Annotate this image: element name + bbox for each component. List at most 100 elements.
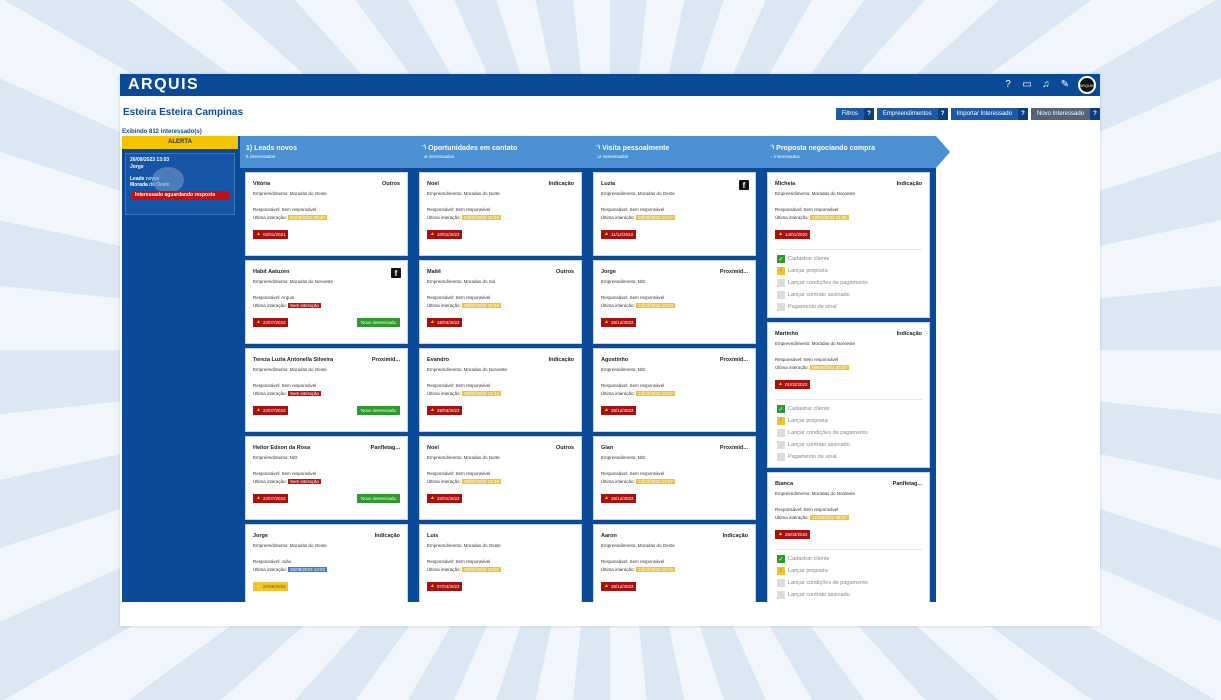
lead-card[interactable]: Habit Aatuzen f Empreendimento: Moradas do… [245,260,408,344]
help-icon[interactable]: ? [1017,108,1028,120]
lead-empreendimento: Empreendimento: Moradas do Oeste [253,367,327,372]
column-title: 4) Proposta negociando compra [768,145,875,152]
task-checkbox[interactable]: ✓ [777,255,785,263]
lead-responsavel: Responsável: Sem responsável [601,295,665,300]
lead-name: Tereza Luzia Antonella Silveira [253,357,334,363]
lead-empreendimento: Empreendimento: Moradas do Noroeste [775,191,856,196]
last-interaction: Última interação: Sem interação [253,391,322,396]
warning-icon: ▲ [256,231,261,237]
task-checkbox[interactable] [777,279,785,287]
lead-empreendimento: Empreendimento: N/D [253,455,298,460]
due-date-badge: ▲ 22/07/2023 [253,494,289,503]
avatar[interactable]: ARQUIS [1078,76,1096,94]
warning-icon: ▲ [430,407,435,413]
kanban-column: 3) Visita pessoalmente 132 interessados Lu… [588,136,776,602]
due-date-badge: ▲ 10/01/2022 [427,230,463,239]
lead-card[interactable]: Gian Proximid... Empreendimento: N/D Respon… [593,436,756,520]
lead-card[interactable]: Agostinho Proximid... Empreendimento: N/D R… [593,348,756,432]
task-checkbox[interactable] [777,453,785,461]
lead-source: Proximid... [719,445,748,451]
lead-card[interactable]: Aaron Indicação Empreendimento: Moradas do… [593,524,756,602]
novo-interessado-button[interactable]: Novo Interessado ? [1030,108,1100,120]
column-header[interactable]: 3) Visita pessoalmente 132 interessados [588,136,776,168]
warning-icon: ▲ [778,231,783,237]
divider [775,249,922,250]
lead-empreendimento: Empreendimento: Moradas do Norte [427,191,500,196]
lead-card[interactable]: Martinho Indicação Empreendimento: Moradas… [767,322,930,468]
task-item[interactable]: ✓ Cadastrar cliente [777,403,868,415]
task-checkbox[interactable] [777,291,785,299]
task-item[interactable]: ✓ Cadastrar cliente [777,253,868,265]
task-checkbox[interactable]: ! [777,567,785,575]
task-checkbox[interactable] [777,591,785,599]
help-icon[interactable]: ? [863,108,874,120]
task-checkbox[interactable]: ! [777,417,785,425]
help-icon[interactable]: ? [1090,108,1100,120]
alert-card[interactable]: 26/09/2023 13:03 Jorge Leads novos Morad… [125,153,235,215]
lead-responsavel: Responsável: Sem responsável [427,383,491,388]
lead-card[interactable]: Luzia f Empreendimento: Moradas do Oeste Re… [593,172,756,256]
top-bar: ARQUIS ? ▭ ♫ ✎ ARQUIS [120,74,1100,96]
task-item[interactable]: ! Lançar proposta [777,265,868,277]
bell-icon[interactable]: ♫ [1042,79,1050,90]
alert-column: ALERTA 26/09/2023 13:03 Jorge Leads novo… [122,136,238,602]
task-item[interactable]: Lançar contrato assinado [777,439,868,451]
import-interessado-button[interactable]: Importar Interessado ? [950,108,1028,120]
task-item[interactable]: Lançar contrato assinado [777,289,868,301]
column-body: Vitória Outros Empreendimento: Moradas do … [240,168,414,602]
column-header[interactable]: 4) Proposta negociando compra 27 interess… [762,136,950,168]
task-checkbox[interactable] [777,441,785,449]
lead-card[interactable]: Tereza Luzia Antonella Silveira Proximid.… [245,348,408,432]
due-date-badge: ▲ 26/12/2022 [601,318,637,327]
task-checkbox[interactable]: ! [777,267,785,275]
task-checkbox[interactable] [777,303,785,311]
lead-card[interactable]: Micheia Indicação Empreendimento: Moradas … [767,172,930,318]
task-checkbox[interactable]: ✓ [777,405,785,413]
task-item[interactable]: Lançar contrato assinado [777,589,868,601]
task-label: Lançar contrato assinado [788,292,850,298]
task-item[interactable]: Lançar condições de pagamento [777,577,868,589]
due-date-badge: ▲ 22/01/2022 [427,494,463,503]
column-header[interactable]: 2) Oportunidades em contato 646 interessa… [414,136,602,168]
task-item[interactable]: Pagamento de sinal [777,601,868,602]
action-buttons: Filtros ? Empreendimentos ? Importar Int… [835,108,1100,120]
task-item[interactable]: ✓ Cadastrar cliente [777,553,868,565]
last-interaction: Última interação: 11/03/2022 09:57 [775,515,849,520]
due-date-badge: ▲ 07/04/2022 [427,582,463,591]
last-interaction-value: 01/05/2023 09:47 [288,215,328,220]
task-item[interactable]: ! Lançar proposta [777,415,868,427]
chat-icon[interactable]: ▭ [1022,79,1032,90]
lead-card[interactable]: Vitória Outros Empreendimento: Moradas do … [245,172,408,256]
warning-icon: ▲ [256,407,261,413]
task-checkbox[interactable] [777,579,785,587]
task-item[interactable]: Lançar condições de pagamento [777,427,868,439]
task-item[interactable]: Lançar condições de pagamento [777,277,868,289]
task-item[interactable]: Pagamento de sinal [777,301,868,313]
lead-card[interactable]: Noel Outros Empreendimento: Moradas do Nor… [419,436,582,520]
lead-card[interactable]: Jorge Indicação Empreendimento: Moradas do… [245,524,408,602]
lead-card[interactable]: Noel Indicação Empreendimento: Moradas do … [419,172,582,256]
lead-card[interactable]: Bianca Panfletag... Empreendimento: Morada… [767,472,930,602]
lead-card[interactable]: Heitor Edson da Rosa Panfletag... Empreend… [245,436,408,520]
column-arrow [414,136,428,168]
divider [775,549,922,550]
lead-card[interactable]: Maitê Outros Empreendimento: Moradas do Su… [419,260,582,344]
task-item[interactable]: ! Lançar proposta [777,565,868,577]
task-item[interactable]: Pagamento de sinal [777,451,868,463]
edit-icon[interactable]: ✎ [1060,79,1070,90]
lead-card[interactable]: Luis Empreendimento: Moradas do Oeste Resp… [419,524,582,602]
lead-card[interactable]: Evandro Indicação Empreendimento: Moradas … [419,348,582,432]
column-header[interactable]: 1) Leads novos 5 interessados [240,136,428,168]
column-title: 3) Visita pessoalmente [594,145,670,152]
last-interaction-value: 06/01/2022 10:45 [462,303,502,308]
task-checkbox[interactable] [777,429,785,437]
help-icon[interactable]: ? [937,108,948,120]
app-logo[interactable]: ARQUIS [128,76,200,93]
lead-card[interactable]: Jorge Proximid... Empreendimento: N/D Respo… [593,260,756,344]
task-label: Cadastrar cliente [788,556,830,562]
help-icon[interactable]: ? [1005,79,1011,90]
task-checkbox[interactable]: ✓ [777,555,785,563]
empreendimentos-button[interactable]: Empreendimentos ? [876,108,948,120]
filters-button[interactable]: Filtros ? [835,108,874,120]
lead-source: Panfletag... [892,481,922,487]
